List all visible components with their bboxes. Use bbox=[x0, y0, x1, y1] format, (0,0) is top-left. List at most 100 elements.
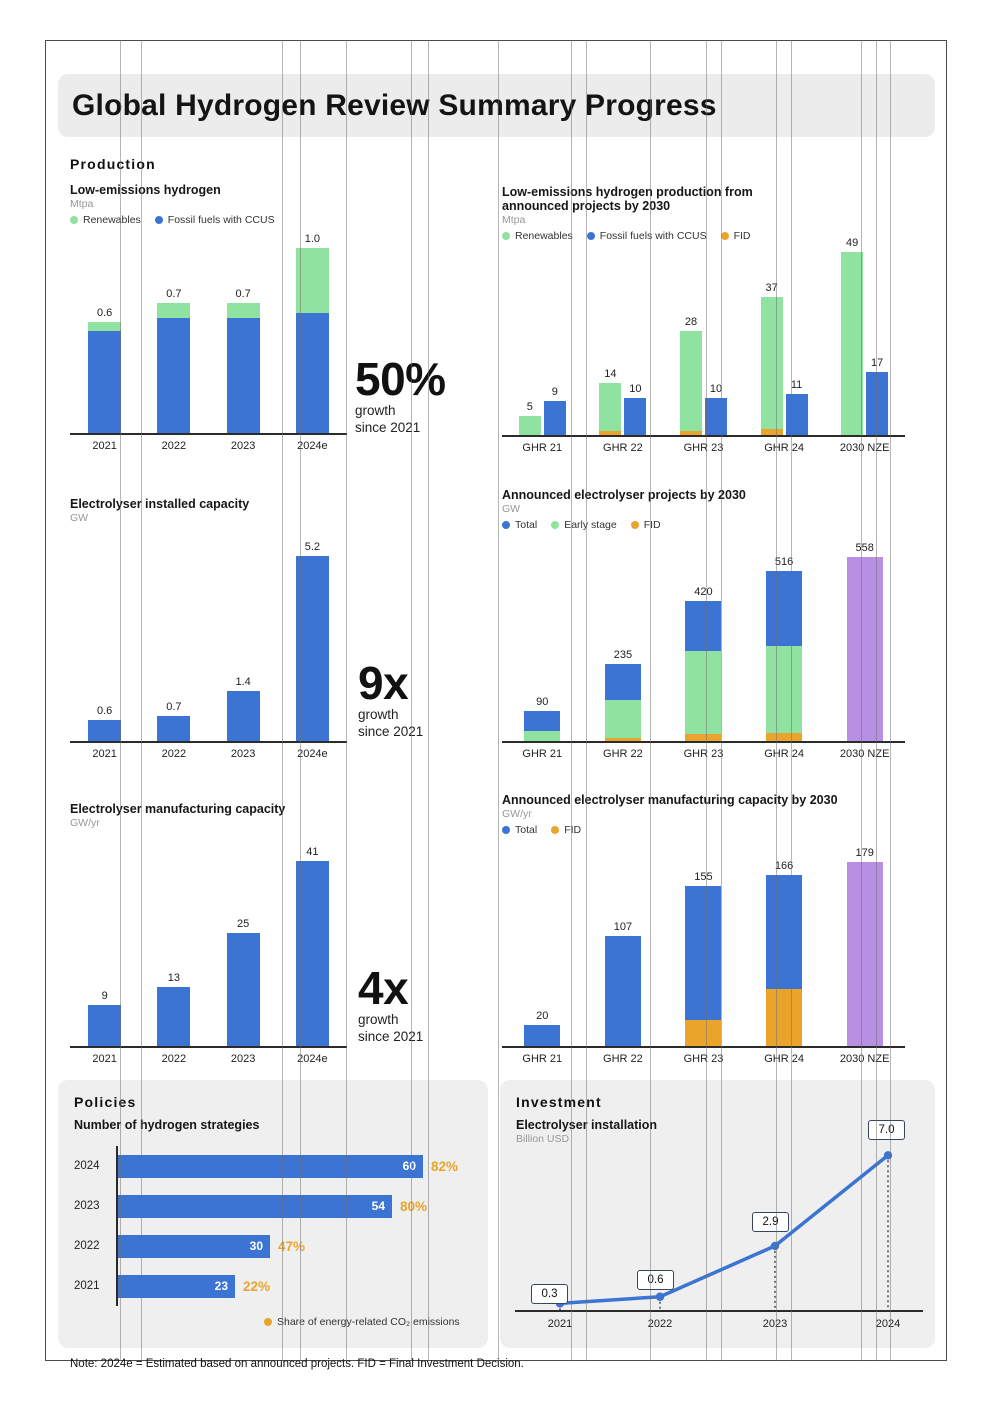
strategy-bar: 54 bbox=[118, 1194, 392, 1218]
chart-title: Low-emissions hydrogen bbox=[70, 183, 221, 197]
bar-group: 235 bbox=[583, 649, 664, 741]
blue-segment bbox=[766, 875, 803, 989]
x-axis-labels: GHR 21 GHR 22 GHR 23 GHR 24 2030 NZE bbox=[502, 743, 905, 760]
bar: 17 bbox=[866, 357, 889, 435]
bar: 558 bbox=[846, 542, 883, 741]
legend-item-renewables: Renewables bbox=[70, 214, 141, 226]
green-segment bbox=[841, 252, 864, 435]
bar: 20 bbox=[524, 1010, 561, 1046]
chart-title: Number of hydrogen strategies bbox=[74, 1118, 260, 1132]
bar-value-label: 420 bbox=[694, 586, 713, 598]
blue-segment bbox=[704, 398, 727, 435]
strategy-row: 2022 30 47% bbox=[74, 1226, 472, 1266]
bar-value-label: 90 bbox=[536, 696, 549, 708]
ccus-swatch-icon bbox=[586, 232, 595, 240]
chart-title: Announced electrolyser manufacturing cap… bbox=[502, 793, 838, 807]
x-axis-label: GHR 22 bbox=[603, 1053, 643, 1065]
policies-panel: Policies Number of hydrogen strategies 2… bbox=[58, 1080, 488, 1348]
bar-area: 23 22% bbox=[116, 1266, 472, 1306]
bar-column bbox=[157, 303, 191, 433]
bar-group: 25 bbox=[209, 918, 278, 1046]
bar-group: 1.4 bbox=[209, 676, 278, 741]
bar-column bbox=[785, 394, 808, 435]
bar-value-label: 28 bbox=[684, 316, 698, 328]
total-swatch-icon bbox=[502, 826, 510, 834]
bar-column bbox=[604, 936, 641, 1046]
bar-value-label: 9 bbox=[551, 386, 558, 398]
blue-segment bbox=[88, 720, 122, 741]
bar-value-label: 107 bbox=[613, 921, 633, 933]
bar-value-label: 17 bbox=[871, 357, 884, 369]
green-segment bbox=[685, 651, 722, 734]
bar-column bbox=[295, 556, 329, 741]
purple-segment bbox=[846, 862, 883, 1046]
annotation-growth-50pct: 50% growth since 2021 bbox=[355, 356, 446, 436]
bar-area: 54 80% bbox=[116, 1186, 472, 1226]
blue-segment bbox=[685, 601, 722, 651]
fid-swatch-icon bbox=[551, 826, 560, 834]
bar: 107 bbox=[604, 921, 641, 1046]
x-axis-label: 2022 bbox=[161, 1053, 187, 1065]
bar-value-label: 10 bbox=[629, 383, 642, 395]
bar-column bbox=[766, 571, 803, 741]
legend-item-fid: FID bbox=[551, 824, 581, 836]
chart-title: Announced electrolyser projects by 2030 bbox=[502, 488, 746, 502]
chart-unit: Mtpa bbox=[70, 198, 94, 210]
bar-group: 14 10 bbox=[583, 368, 664, 435]
section-investment: Investment bbox=[516, 1094, 602, 1110]
bar-group: 5.2 bbox=[278, 541, 347, 741]
bar: 0.6 bbox=[88, 307, 122, 433]
green-segment bbox=[88, 322, 122, 331]
green-segment bbox=[604, 700, 641, 738]
legend-item-ccus: Fossil fuels with CCUS bbox=[154, 214, 275, 226]
blue-segment bbox=[226, 318, 260, 433]
strategy-bar: 30 bbox=[118, 1234, 270, 1258]
bar: 179 bbox=[846, 847, 883, 1046]
bar: 13 bbox=[157, 972, 191, 1046]
bar-group: 0.7 bbox=[139, 288, 208, 433]
bar-column bbox=[226, 933, 260, 1046]
bar: 9 bbox=[543, 386, 566, 435]
share-label: 47% bbox=[278, 1238, 306, 1254]
bar-plot: 20 107 155 166 179 bbox=[502, 843, 905, 1048]
data-point bbox=[883, 1151, 893, 1160]
legend-item-fid: FID bbox=[720, 230, 751, 242]
bar-column bbox=[295, 248, 329, 433]
blue-segment bbox=[604, 936, 641, 1046]
bar: 516 bbox=[766, 556, 803, 741]
legend-item-fid: FID bbox=[630, 519, 661, 531]
x-axis-label: GHR 23 bbox=[683, 442, 724, 454]
x-axis-labels: GHR 21 GHR 22 GHR 23 GHR 24 2030 NZE bbox=[502, 1048, 905, 1065]
x-axis-label: GHR 22 bbox=[603, 442, 643, 454]
x-axis-label: 2030 NZE bbox=[839, 1053, 890, 1065]
orange-segment bbox=[685, 1020, 722, 1046]
bar-column bbox=[157, 716, 191, 741]
green-segment bbox=[766, 646, 803, 733]
x-axis-label: 2022 bbox=[161, 748, 187, 760]
hbar-chart: 2024 60 82% 2023 54 80% 2022 30 47% 2021 23 22% bbox=[74, 1146, 472, 1306]
chart-title: Electrolyser manufacturing capacity bbox=[70, 802, 286, 816]
strategy-bar: 60 bbox=[118, 1154, 423, 1178]
blue-segment bbox=[624, 398, 647, 435]
share-label: 80% bbox=[400, 1198, 428, 1214]
bar-group: 1.0 bbox=[278, 233, 347, 433]
bar-value-label: 41 bbox=[306, 846, 319, 858]
bar-column bbox=[841, 252, 864, 435]
bar-value-label: 25 bbox=[237, 918, 250, 930]
orange-segment bbox=[599, 431, 622, 435]
green-segment bbox=[295, 248, 329, 313]
footnote: Note: 2024e = Estimated based on announc… bbox=[70, 1358, 524, 1370]
orange-segment bbox=[766, 733, 803, 741]
bar-column bbox=[524, 711, 561, 741]
bar: 9 bbox=[88, 990, 122, 1046]
x-axis-label: 2024e bbox=[297, 440, 328, 452]
annotation-headline: 50% bbox=[355, 353, 446, 405]
blue-segment bbox=[157, 318, 191, 433]
chart-announced-production-2030: Low-emissions hydrogen production from a… bbox=[502, 185, 907, 454]
x-axis-label: GHR 21 bbox=[522, 1053, 563, 1065]
bar-group: 420 bbox=[663, 586, 744, 741]
bar-group: 13 bbox=[139, 972, 208, 1046]
bar-group: 90 bbox=[502, 696, 583, 741]
chart-unit: Billion USD bbox=[516, 1133, 570, 1145]
